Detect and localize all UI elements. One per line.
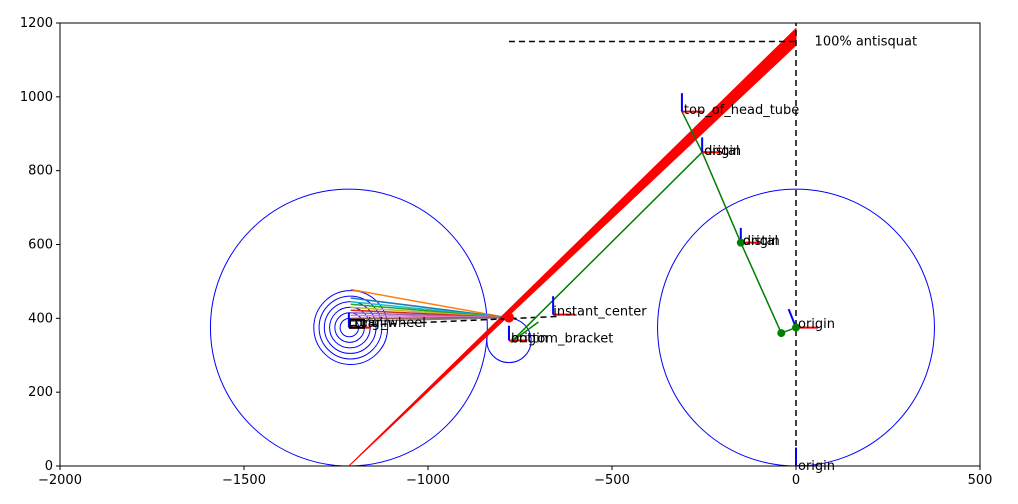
- instant-center-dashed-line: [350, 315, 557, 327]
- frame-line-1: [510, 151, 703, 343]
- label-top-of-head-tube-1: top_of_head_tube: [684, 103, 799, 118]
- y-tick-label: 200: [28, 385, 53, 400]
- x-tick-label: 500: [968, 473, 993, 488]
- y-tick-label: 600: [28, 238, 53, 253]
- plot-area: [209, 23, 935, 466]
- label-rear-wheel-12: rear_wheel: [355, 316, 426, 331]
- y-tick-label: 0: [45, 459, 53, 474]
- antisquat-marker: [503, 312, 514, 323]
- axes: −2000 −1500 −1000 −500 0 500 0 200 400 600 800 1000…: [20, 16, 993, 488]
- cassette-circle-4: [318, 295, 383, 360]
- y-tick-label: 1000: [20, 90, 53, 105]
- cassette-circle-3: [323, 301, 377, 354]
- label-origin-9: origin: [511, 332, 548, 347]
- label-distal-3: distal: [704, 144, 739, 159]
- rear-wheel-circle: [209, 188, 488, 466]
- x-tick-label: −1500: [222, 473, 266, 488]
- frame-line-2: [510, 321, 539, 343]
- cassette-circle-5: [313, 290, 389, 365]
- x-tick-label: 0: [792, 473, 800, 488]
- label-distal-5: distal: [743, 234, 778, 249]
- front-wheel-circle: [657, 188, 935, 466]
- chain-line-0: [350, 288, 508, 319]
- label-origin-2: origin: [704, 144, 741, 159]
- y-tick-label: 800: [28, 164, 53, 179]
- chain-line-9: [350, 316, 508, 323]
- label-bottom-bracket-10: bottom_bracket: [511, 332, 613, 347]
- antisquat-band: [348, 27, 797, 466]
- x-tick-label: −500: [594, 473, 630, 488]
- frame-joint-2: [736, 238, 745, 247]
- frame-joint-3: [777, 329, 786, 338]
- label-instant-center-8: instant_center: [553, 305, 647, 320]
- annotation-labels: 100% antisquattop_of_head_tubeorigindist…: [355, 34, 918, 474]
- y-tick-label: 400: [28, 311, 53, 326]
- x-tick-label: −2000: [38, 473, 82, 488]
- rear-hub-box: [348, 318, 365, 329]
- y-tick-label: 1200: [20, 16, 53, 31]
- label-origin-11: origin: [355, 316, 392, 331]
- label-100% antisquat-0: 100% antisquat: [815, 34, 918, 49]
- frame-joint-4: [792, 323, 800, 332]
- label-origin-6: origin: [798, 317, 835, 332]
- x-tick-label: −1000: [406, 473, 450, 488]
- label-origin-4: origin: [743, 234, 780, 249]
